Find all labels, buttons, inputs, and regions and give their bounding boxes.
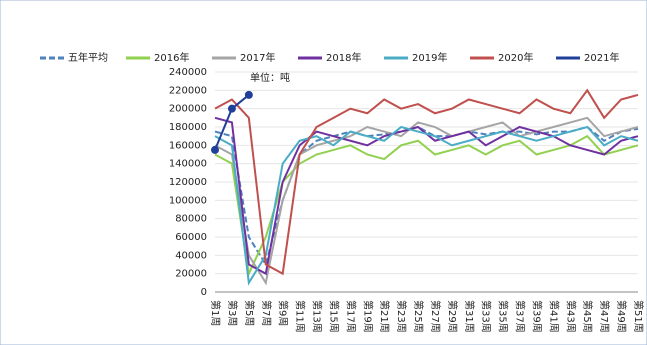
x-tick-label: 第41周 bbox=[547, 300, 560, 333]
x-tick-label: 第1周 bbox=[209, 300, 222, 326]
legend-label: 2017年 bbox=[240, 51, 275, 64]
legend-label: 2018年 bbox=[326, 51, 361, 64]
marker bbox=[227, 104, 236, 113]
x-tick-label: 第5周 bbox=[243, 300, 256, 326]
y-tick-label: 60000 bbox=[175, 232, 207, 243]
x-tick-label: 第15周 bbox=[327, 300, 340, 333]
x-tick-label: 第19周 bbox=[361, 300, 374, 333]
line bbox=[214, 134, 639, 278]
legend-label: 2016年 bbox=[154, 51, 189, 64]
x-tick-label: 第49周 bbox=[615, 300, 628, 333]
y-tick-label: 140000 bbox=[169, 159, 207, 170]
x-tick-label: 第11周 bbox=[294, 300, 307, 333]
x-tick-label: 第33周 bbox=[480, 300, 493, 333]
x-tick-label: 第17周 bbox=[344, 300, 357, 333]
line bbox=[214, 116, 639, 286]
x-tick-label: 第23周 bbox=[395, 300, 408, 333]
y-tick-label: 160000 bbox=[169, 140, 207, 151]
y-tick-label: 0 bbox=[201, 287, 207, 298]
x-tick-label: 第27周 bbox=[429, 300, 442, 333]
y-tick-label: 240000 bbox=[169, 67, 207, 78]
x-tick-label: 第39周 bbox=[530, 300, 543, 333]
x-tick-label: 第9周 bbox=[277, 300, 290, 326]
y-tick-label: 40000 bbox=[175, 250, 207, 261]
x-tick-label: 第37周 bbox=[514, 300, 527, 333]
y-tick-label: 120000 bbox=[169, 177, 207, 188]
x-tick-label: 第35周 bbox=[497, 300, 510, 333]
line bbox=[214, 88, 639, 276]
line bbox=[214, 125, 639, 286]
unit-label: 单位：吨 bbox=[250, 71, 290, 84]
x-tick-label: 第29周 bbox=[446, 300, 459, 333]
x-tick-label: 第51周 bbox=[632, 300, 645, 333]
legend-label: 2019年 bbox=[412, 51, 447, 64]
x-tick-label: 第3周 bbox=[226, 300, 239, 326]
legend-label: 五年平均 bbox=[68, 51, 108, 64]
y-tick-label: 100000 bbox=[169, 195, 207, 206]
y-tick-label: 200000 bbox=[169, 104, 207, 115]
x-tick-label: 第31周 bbox=[463, 300, 476, 333]
marker bbox=[244, 90, 253, 99]
y-tick-label: 180000 bbox=[169, 122, 207, 133]
legend-label: 2020年 bbox=[498, 51, 533, 64]
y-tick-label: 20000 bbox=[175, 269, 207, 280]
y-tick-label: 80000 bbox=[175, 214, 207, 225]
x-tick-label: 第45周 bbox=[581, 300, 594, 333]
x-tick-label: 第25周 bbox=[412, 300, 425, 333]
marker bbox=[211, 145, 219, 154]
x-tick-label: 第7周 bbox=[260, 300, 273, 326]
y-tick-label: 220000 bbox=[169, 85, 207, 96]
x-tick-label: 第47周 bbox=[598, 300, 611, 333]
x-tick-label: 第13周 bbox=[311, 300, 324, 333]
x-tick-label: 第43周 bbox=[564, 300, 577, 333]
legend-label: 2021年 bbox=[584, 51, 619, 64]
x-tick-label: 第21周 bbox=[378, 300, 391, 333]
